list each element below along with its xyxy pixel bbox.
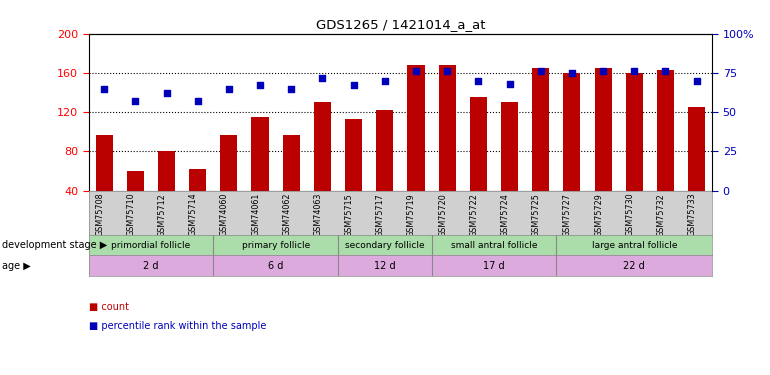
Point [691, 78, 703, 84]
Text: GSM75724: GSM75724 [500, 193, 510, 237]
Point [566, 70, 578, 76]
Text: ■ percentile rank within the sample: ■ percentile rank within the sample [89, 321, 266, 331]
Bar [439, 65, 456, 190]
Point [285, 86, 297, 92]
Point [534, 68, 547, 74]
Text: 2 d: 2 d [143, 261, 159, 270]
Bar [283, 135, 300, 190]
Text: GSM75719: GSM75719 [407, 193, 416, 237]
Text: primordial follicle: primordial follicle [112, 241, 190, 250]
Point [316, 75, 329, 81]
Text: GSM74062: GSM74062 [283, 193, 291, 236]
Point [628, 68, 641, 74]
Point [192, 98, 204, 104]
Text: GSM75715: GSM75715 [345, 193, 353, 237]
Bar [252, 117, 269, 190]
Bar [220, 135, 237, 190]
Bar [127, 171, 144, 190]
Text: GSM75727: GSM75727 [563, 193, 572, 237]
Point [254, 82, 266, 88]
Point [160, 90, 172, 96]
Text: primary follicle: primary follicle [242, 241, 310, 250]
Text: small antral follicle: small antral follicle [450, 241, 537, 250]
Text: GSM75714: GSM75714 [189, 193, 198, 236]
Point [410, 68, 422, 74]
Bar [407, 65, 424, 190]
Point [659, 68, 671, 74]
Text: GSM75729: GSM75729 [594, 193, 603, 237]
Text: GSM75725: GSM75725 [532, 193, 541, 237]
Bar [158, 152, 175, 190]
Text: GSM75710: GSM75710 [126, 193, 136, 236]
Text: GSM75708: GSM75708 [95, 193, 104, 236]
Text: GSM74060: GSM74060 [220, 193, 229, 236]
Bar [95, 135, 112, 190]
Bar [314, 102, 331, 190]
Bar [626, 73, 643, 190]
Point [597, 68, 609, 74]
Point [347, 82, 360, 88]
Text: GSM75720: GSM75720 [438, 193, 447, 237]
Bar [470, 98, 487, 190]
Text: GSM75730: GSM75730 [625, 193, 634, 236]
Title: GDS1265 / 1421014_a_at: GDS1265 / 1421014_a_at [316, 18, 485, 31]
Point [223, 86, 235, 92]
Text: GSM75722: GSM75722 [470, 193, 478, 237]
Text: development stage ▶: development stage ▶ [2, 240, 107, 250]
Bar [657, 70, 674, 190]
Point [98, 86, 110, 92]
Bar [564, 73, 581, 190]
Text: GSM74063: GSM74063 [313, 193, 323, 236]
Text: ■ count: ■ count [89, 302, 129, 312]
Bar [345, 119, 362, 190]
Text: large antral follicle: large antral follicle [591, 241, 677, 250]
Bar [594, 68, 611, 190]
Text: 17 d: 17 d [483, 261, 505, 270]
Text: 6 d: 6 d [268, 261, 283, 270]
Bar [189, 169, 206, 190]
Point [504, 81, 516, 87]
Text: GSM75717: GSM75717 [376, 193, 385, 237]
Bar [688, 107, 705, 190]
Text: GSM75712: GSM75712 [158, 193, 166, 237]
Bar [377, 110, 393, 190]
Point [379, 78, 391, 84]
Point [472, 78, 484, 84]
Text: secondary follicle: secondary follicle [345, 241, 424, 250]
Point [441, 68, 454, 74]
Text: GSM75733: GSM75733 [688, 193, 697, 236]
Text: GSM75732: GSM75732 [657, 193, 665, 237]
Bar [532, 68, 549, 190]
Text: 22 d: 22 d [624, 261, 645, 270]
Point [129, 98, 142, 104]
Text: 12 d: 12 d [374, 261, 396, 270]
Text: GSM74061: GSM74061 [251, 193, 260, 236]
Bar [501, 102, 518, 190]
Text: age ▶: age ▶ [2, 261, 30, 270]
